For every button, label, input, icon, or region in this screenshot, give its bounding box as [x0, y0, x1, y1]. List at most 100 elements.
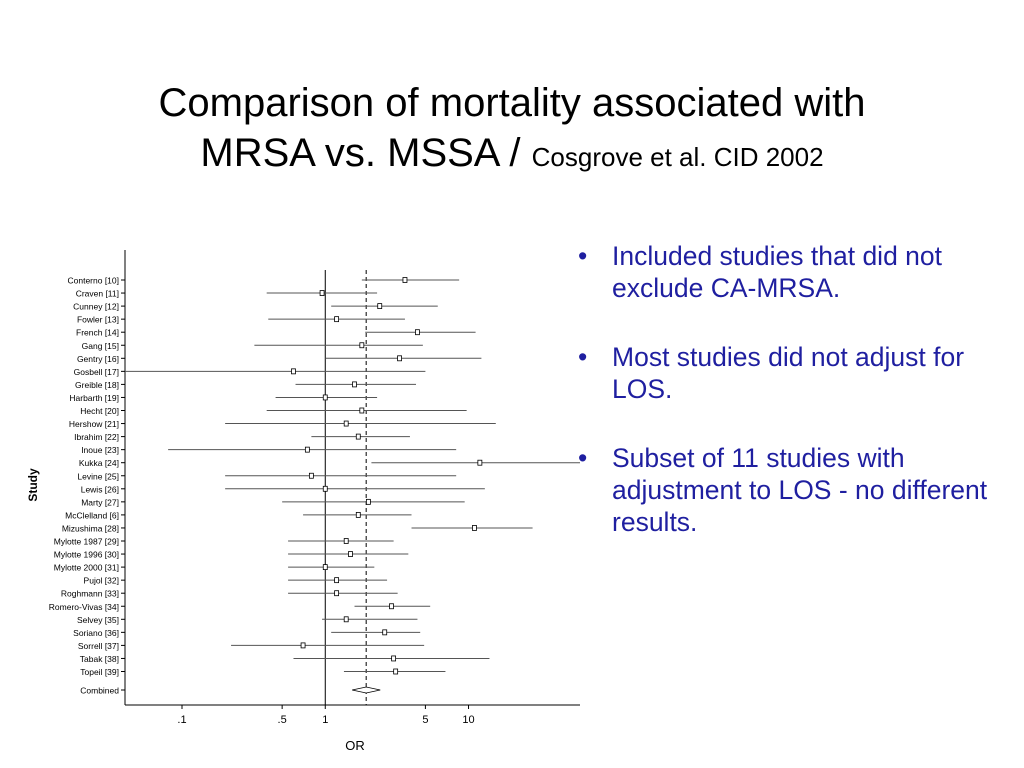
study-row: Mylotte 2000 [31]: [54, 563, 375, 573]
study-row: Inoue [23]: [81, 445, 457, 455]
study-label: Selvey [35]: [77, 615, 119, 625]
title-line-1: Comparison of mortality associated with: [158, 81, 866, 125]
point-estimate: [382, 629, 388, 636]
x-tick-label: .5: [278, 714, 287, 726]
x-axis-label: OR: [345, 738, 365, 753]
study-row: Lewis [26]: [81, 484, 485, 494]
point-estimate: [355, 511, 361, 518]
study-row: Mylotte 1987 [29]: [54, 537, 394, 547]
study-row: Gang [15]: [82, 341, 423, 351]
point-estimate: [377, 303, 383, 309]
point-estimate: [472, 525, 477, 531]
x-tick-label: .1: [177, 714, 186, 726]
point-estimate: [359, 342, 365, 349]
study-label: McClelland [6]: [65, 510, 119, 520]
point-estimate: [365, 498, 371, 505]
x-ticks: .1 .5 1 5 10: [177, 705, 475, 726]
point-estimate: [308, 472, 314, 479]
point-estimate: [359, 407, 365, 414]
study-label: Greible [18]: [75, 380, 119, 390]
point-estimate: [291, 368, 296, 375]
study-label: Tabak [38]: [80, 654, 119, 664]
forest-plot: Conterno [10] Craven [11] Cunney [12] Fowle…: [26, 250, 580, 753]
point-estimate: [402, 277, 408, 283]
study-row: Sorrell [37]: [78, 641, 425, 651]
study-label: Topeil [39]: [80, 667, 119, 677]
point-estimate: [334, 590, 340, 597]
study-row: Soriano [36]: [73, 628, 421, 638]
point-estimate: [300, 642, 306, 649]
study-label: Mylotte 1996 [30]: [54, 550, 119, 560]
title-source: Cosgrove et al. CID 2002: [531, 142, 824, 172]
point-estimate: [391, 655, 397, 662]
study-label: Gang [15]: [82, 341, 119, 351]
study-row: Mizushima [28]: [62, 523, 533, 533]
study-label: Roghmann [33]: [61, 589, 119, 599]
study-label: Ibrahim [22]: [74, 432, 119, 442]
study-label: Kukka [24]: [79, 458, 119, 468]
point-estimate: [477, 459, 483, 466]
study-row: Hecht [20]: [80, 406, 467, 416]
study-row: Gentry [16]: [77, 354, 482, 364]
title-line-2: MRSA vs. MSSA / Cosgrove et al. CID 2002: [0, 128, 1024, 182]
study-label: Mizushima [28]: [62, 523, 119, 533]
study-row: Gosbell [17]: [74, 367, 426, 377]
point-estimate: [322, 394, 328, 401]
study-row: Craven [11]: [76, 289, 378, 299]
y-axis-label: Study: [26, 468, 40, 502]
study-label: Hecht [20]: [80, 406, 119, 416]
study-row: French [14]: [76, 328, 476, 338]
study-row: Pujol [32]: [84, 576, 388, 586]
study-label: Romero-Vivas [34]: [49, 602, 119, 612]
bullet-item-3: Subset of 11 studies with adjustment to …: [578, 442, 998, 538]
study-row: Tabak [38]: [80, 654, 490, 664]
point-estimate: [343, 616, 349, 623]
study-row: Cunney [12]: [73, 302, 438, 312]
study-label: Gosbell [17]: [74, 367, 119, 377]
study-row: Harbarth [19]: [69, 393, 378, 403]
point-estimate: [343, 538, 349, 544]
point-estimate: [319, 290, 325, 296]
combined-label: Combined: [80, 686, 119, 696]
study-rows: Conterno [10] Craven [11] Cunney [12] Fowle…: [49, 276, 580, 696]
study-row: Marty [27]: [81, 497, 465, 507]
point-estimate: [334, 577, 340, 584]
point-estimate: [397, 355, 402, 362]
study-label: Inoue [23]: [81, 445, 119, 455]
study-label: Lewis [26]: [81, 484, 119, 494]
study-label: Conterno [10]: [67, 276, 119, 286]
study-label: Soriano [36]: [73, 628, 119, 638]
study-row: Topeil [39]: [80, 667, 446, 677]
study-label: Fowler [13]: [77, 315, 119, 325]
point-estimate: [415, 329, 420, 336]
study-label: Mylotte 2000 [31]: [54, 563, 119, 573]
study-row: McClelland [6]: [65, 510, 412, 520]
point-estimate: [304, 446, 310, 453]
point-estimate: [322, 485, 328, 492]
combined-row: Combined: [80, 686, 381, 696]
point-estimate: [322, 564, 328, 571]
study-label: Sorrell [37]: [78, 641, 119, 651]
study-row: Ibrahim [22]: [74, 432, 410, 442]
reference-lines: [324, 270, 367, 705]
study-label: Gentry [16]: [77, 354, 119, 364]
study-label: Mylotte 1987 [29]: [54, 537, 119, 547]
bullet-item-1: Included studies that did not exclude CA…: [578, 240, 998, 304]
study-row: Fowler [13]: [77, 315, 405, 325]
combined-diamond: [352, 686, 381, 694]
x-tick-label: 1: [322, 714, 328, 726]
study-label: French [14]: [76, 328, 119, 338]
study-label: Harbarth [19]: [69, 393, 119, 403]
study-row: Hershow [21]: [69, 419, 496, 429]
study-row: Mylotte 1996 [30]: [54, 550, 409, 560]
slide-title: Comparison of mortality associated with …: [0, 78, 1024, 182]
point-estimate: [393, 668, 399, 675]
bullet-item-2: Most studies did not adjust for LOS.: [578, 341, 998, 405]
study-label: Hershow [21]: [69, 419, 119, 429]
plot-axes: [124, 250, 580, 706]
study-row: Kukka [24]: [79, 458, 580, 468]
title-main: MRSA vs. MSSA /: [200, 131, 532, 175]
study-row: Roghmann [33]: [61, 589, 398, 599]
point-estimate: [355, 433, 361, 440]
point-estimate: [334, 316, 340, 323]
